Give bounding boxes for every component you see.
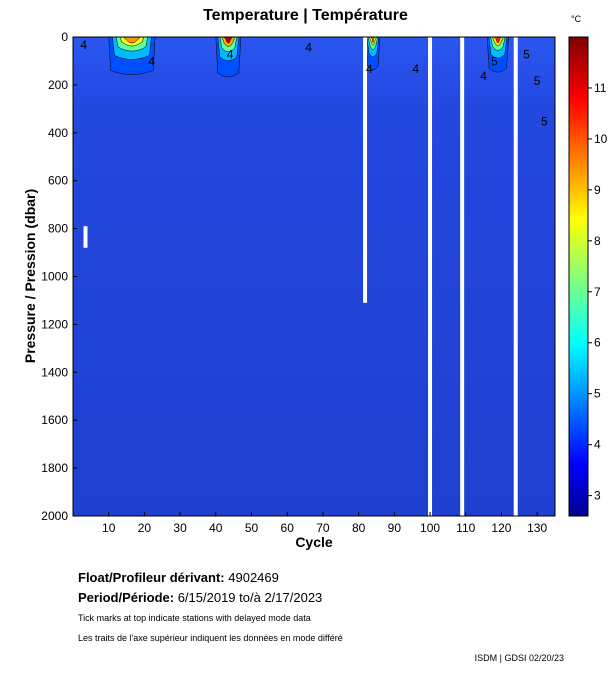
float-info: Float/Profileur dérivant: 4902469 <box>78 570 279 585</box>
x-tick-label: 100 <box>420 521 440 535</box>
colorbar-tick-label: 4 <box>594 438 601 452</box>
data-gap <box>428 37 433 516</box>
colorbar-tick-label: 8 <box>594 234 601 248</box>
y-axis-title: Pressure / Pression (dbar) <box>22 189 38 363</box>
y-tick-label: 1400 <box>41 365 68 379</box>
data-gap <box>460 37 465 516</box>
y-tick-label: 1800 <box>41 461 68 475</box>
delayed-mode-note-fr: Les traits de l'axe supérieur indiquent … <box>78 633 343 643</box>
x-tick-label: 40 <box>209 521 223 535</box>
colorbar-tick-label: 10 <box>594 132 608 146</box>
y-tick-label: 1000 <box>41 270 68 284</box>
contour-label: 5 <box>541 115 548 129</box>
x-axis: 10 20 30 40 50 60 70 80 90 100 110 120 130 <box>102 512 547 535</box>
y-tick-label: 400 <box>48 126 68 140</box>
x-tick-label: 50 <box>245 521 259 535</box>
y-tick-label: 1200 <box>41 317 68 331</box>
x-tick-label: 20 <box>138 521 152 535</box>
contour-label: 4 <box>305 40 312 54</box>
x-tick-label: 130 <box>527 521 547 535</box>
colorbar <box>568 36 589 517</box>
colorbar-tick-label: 11 <box>594 81 607 95</box>
contour-label: 4 <box>480 69 487 83</box>
warm-event-band <box>493 37 503 44</box>
warm-events-layer <box>108 37 509 78</box>
period-label: Period/Période: <box>78 590 175 605</box>
warm-event-band <box>369 37 376 43</box>
float-id: 4902469 <box>228 570 279 585</box>
data-gap <box>83 226 88 248</box>
x-tick-label: 120 <box>491 521 511 535</box>
x-tick-label: 80 <box>352 521 366 535</box>
x-tick-label: 110 <box>456 521 475 535</box>
y-tick-label: 200 <box>48 78 68 92</box>
delayed-mode-note-en: Tick marks at top indicate stations with… <box>78 613 311 623</box>
contour-label: 5 <box>491 55 498 69</box>
x-tick-label: 10 <box>102 521 116 535</box>
data-gaps-layer <box>83 37 518 516</box>
y-tick-label: 0 <box>61 30 68 44</box>
period-value: 6/15/2019 to/à 2/17/2023 <box>177 590 323 605</box>
float-label: Float/Profileur dérivant: <box>78 570 225 585</box>
colorbar-unit-label: °C <box>571 14 582 24</box>
x-axis-title: Cycle <box>295 534 333 550</box>
credit-line: ISDM | GDSI 02/20/23 <box>474 653 564 663</box>
warm-event-band <box>223 37 234 44</box>
period-info: Period/Période: 6/15/2019 to/à 2/17/2023 <box>78 590 322 605</box>
colorbar-axis: 3 4 5 6 7 8 9 10 11 <box>588 81 608 503</box>
contour-label: 5 <box>523 48 530 62</box>
chart-title: Temperature | Température <box>203 7 408 24</box>
data-gap <box>513 37 518 516</box>
contour-label: 4 <box>80 38 87 52</box>
y-axis: 0 200 400 600 800 1000 1200 1400 1600 1800 2000 <box>41 30 77 523</box>
contour-label: 4 <box>366 62 373 76</box>
x-tick-label: 70 <box>316 521 330 535</box>
colorbar-tick-label: 6 <box>594 336 601 350</box>
contour-label: 4 <box>412 62 419 76</box>
y-tick-label: 600 <box>48 174 68 188</box>
warm-event-band <box>123 37 141 44</box>
contour-label: 4 <box>148 55 155 69</box>
colorbar-tick-label: 5 <box>594 387 601 401</box>
data-gap <box>363 37 368 303</box>
y-tick-label: 800 <box>48 222 68 236</box>
x-tick-label: 60 <box>281 521 295 535</box>
temperature-field <box>73 37 555 516</box>
y-tick-label: 1600 <box>41 413 68 427</box>
x-tick-label: 90 <box>388 521 402 535</box>
y-tick-label: 2000 <box>41 509 68 523</box>
contour-label: 5 <box>534 74 541 88</box>
contour-label: 4 <box>227 48 234 62</box>
colorbar-tick-label: 7 <box>594 285 601 299</box>
colorbar-tick-label: 3 <box>594 489 601 503</box>
colorbar-tick-label: 9 <box>594 183 601 197</box>
x-tick-label: 30 <box>173 521 187 535</box>
